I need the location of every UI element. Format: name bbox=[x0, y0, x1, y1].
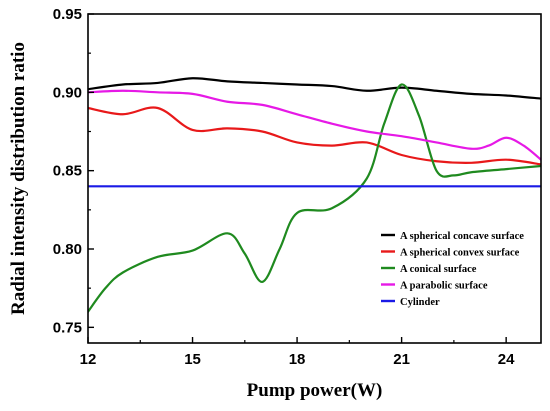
x-tick-label: 24 bbox=[498, 351, 515, 368]
series-line-3 bbox=[88, 89, 541, 161]
series-layer bbox=[88, 77, 541, 313]
legend-entry-label: A spherical convex surface bbox=[400, 248, 520, 259]
x-tick-label: 15 bbox=[184, 351, 201, 368]
legend-entry-label: A spherical concave surface bbox=[400, 231, 524, 242]
series-line-2 bbox=[88, 83, 541, 313]
y-axis-title: Radial intensity distribution ratio bbox=[8, 42, 29, 315]
x-tick-label: 18 bbox=[289, 351, 306, 368]
legend-entry-label: A parabolic surface bbox=[400, 281, 488, 292]
ticks-layer bbox=[87, 13, 507, 343]
y-tick-label: 0.90 bbox=[53, 84, 82, 101]
series-line-0 bbox=[88, 77, 541, 100]
y-tick-label: 0.95 bbox=[53, 6, 82, 23]
x-tick-label: 21 bbox=[393, 351, 410, 368]
legend-entry-label: A conical surface bbox=[400, 264, 477, 275]
x-tick-label: 12 bbox=[80, 351, 97, 368]
y-tick-label: 0.85 bbox=[53, 163, 82, 180]
plot-frame bbox=[87, 13, 542, 344]
y-tick-label: 0.75 bbox=[53, 319, 82, 336]
legend-entry-label: Cylinder bbox=[400, 297, 440, 308]
x-axis-title: Pump power(W) bbox=[247, 380, 383, 401]
y-tick-label: 0.80 bbox=[53, 241, 82, 258]
tick-labels: 12 15 18 21 24 0.75 0.80 0.85 0.90 0.95 bbox=[53, 6, 515, 368]
legend: A spherical concave surface A spherical c… bbox=[381, 231, 524, 308]
series-line-1 bbox=[88, 106, 541, 166]
